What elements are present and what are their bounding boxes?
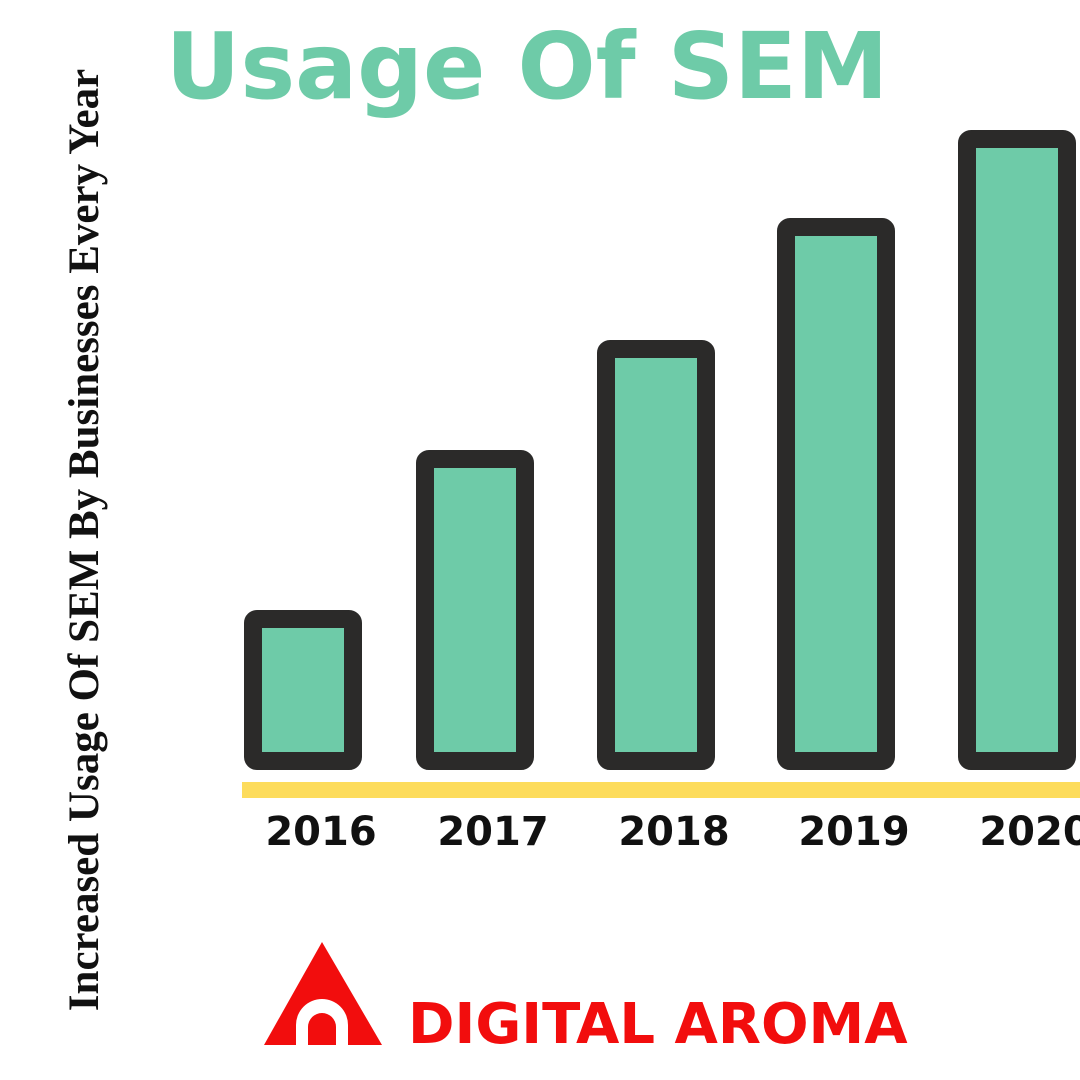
logo [264, 942, 382, 1045]
bar [777, 218, 895, 770]
x-tick-label: 2016 [265, 809, 376, 855]
baseline [242, 782, 1080, 798]
logo-arch [296, 999, 348, 1045]
bar [416, 450, 534, 770]
chart-title: Usage Of SEM [166, 13, 889, 120]
bar [244, 610, 362, 770]
x-tick-label: 2020 [979, 809, 1080, 855]
brand-name: DIGITAL AROMA [408, 992, 908, 1057]
bar [597, 340, 715, 770]
logo-triangle [264, 942, 382, 1045]
x-tick-label: 2018 [618, 809, 729, 855]
x-tick-label: 2019 [798, 809, 909, 855]
y-axis-label: Increased Usage Of SEM By Businesses Eve… [61, 69, 108, 1011]
x-tick-label: 2017 [437, 809, 548, 855]
bar [958, 130, 1076, 770]
